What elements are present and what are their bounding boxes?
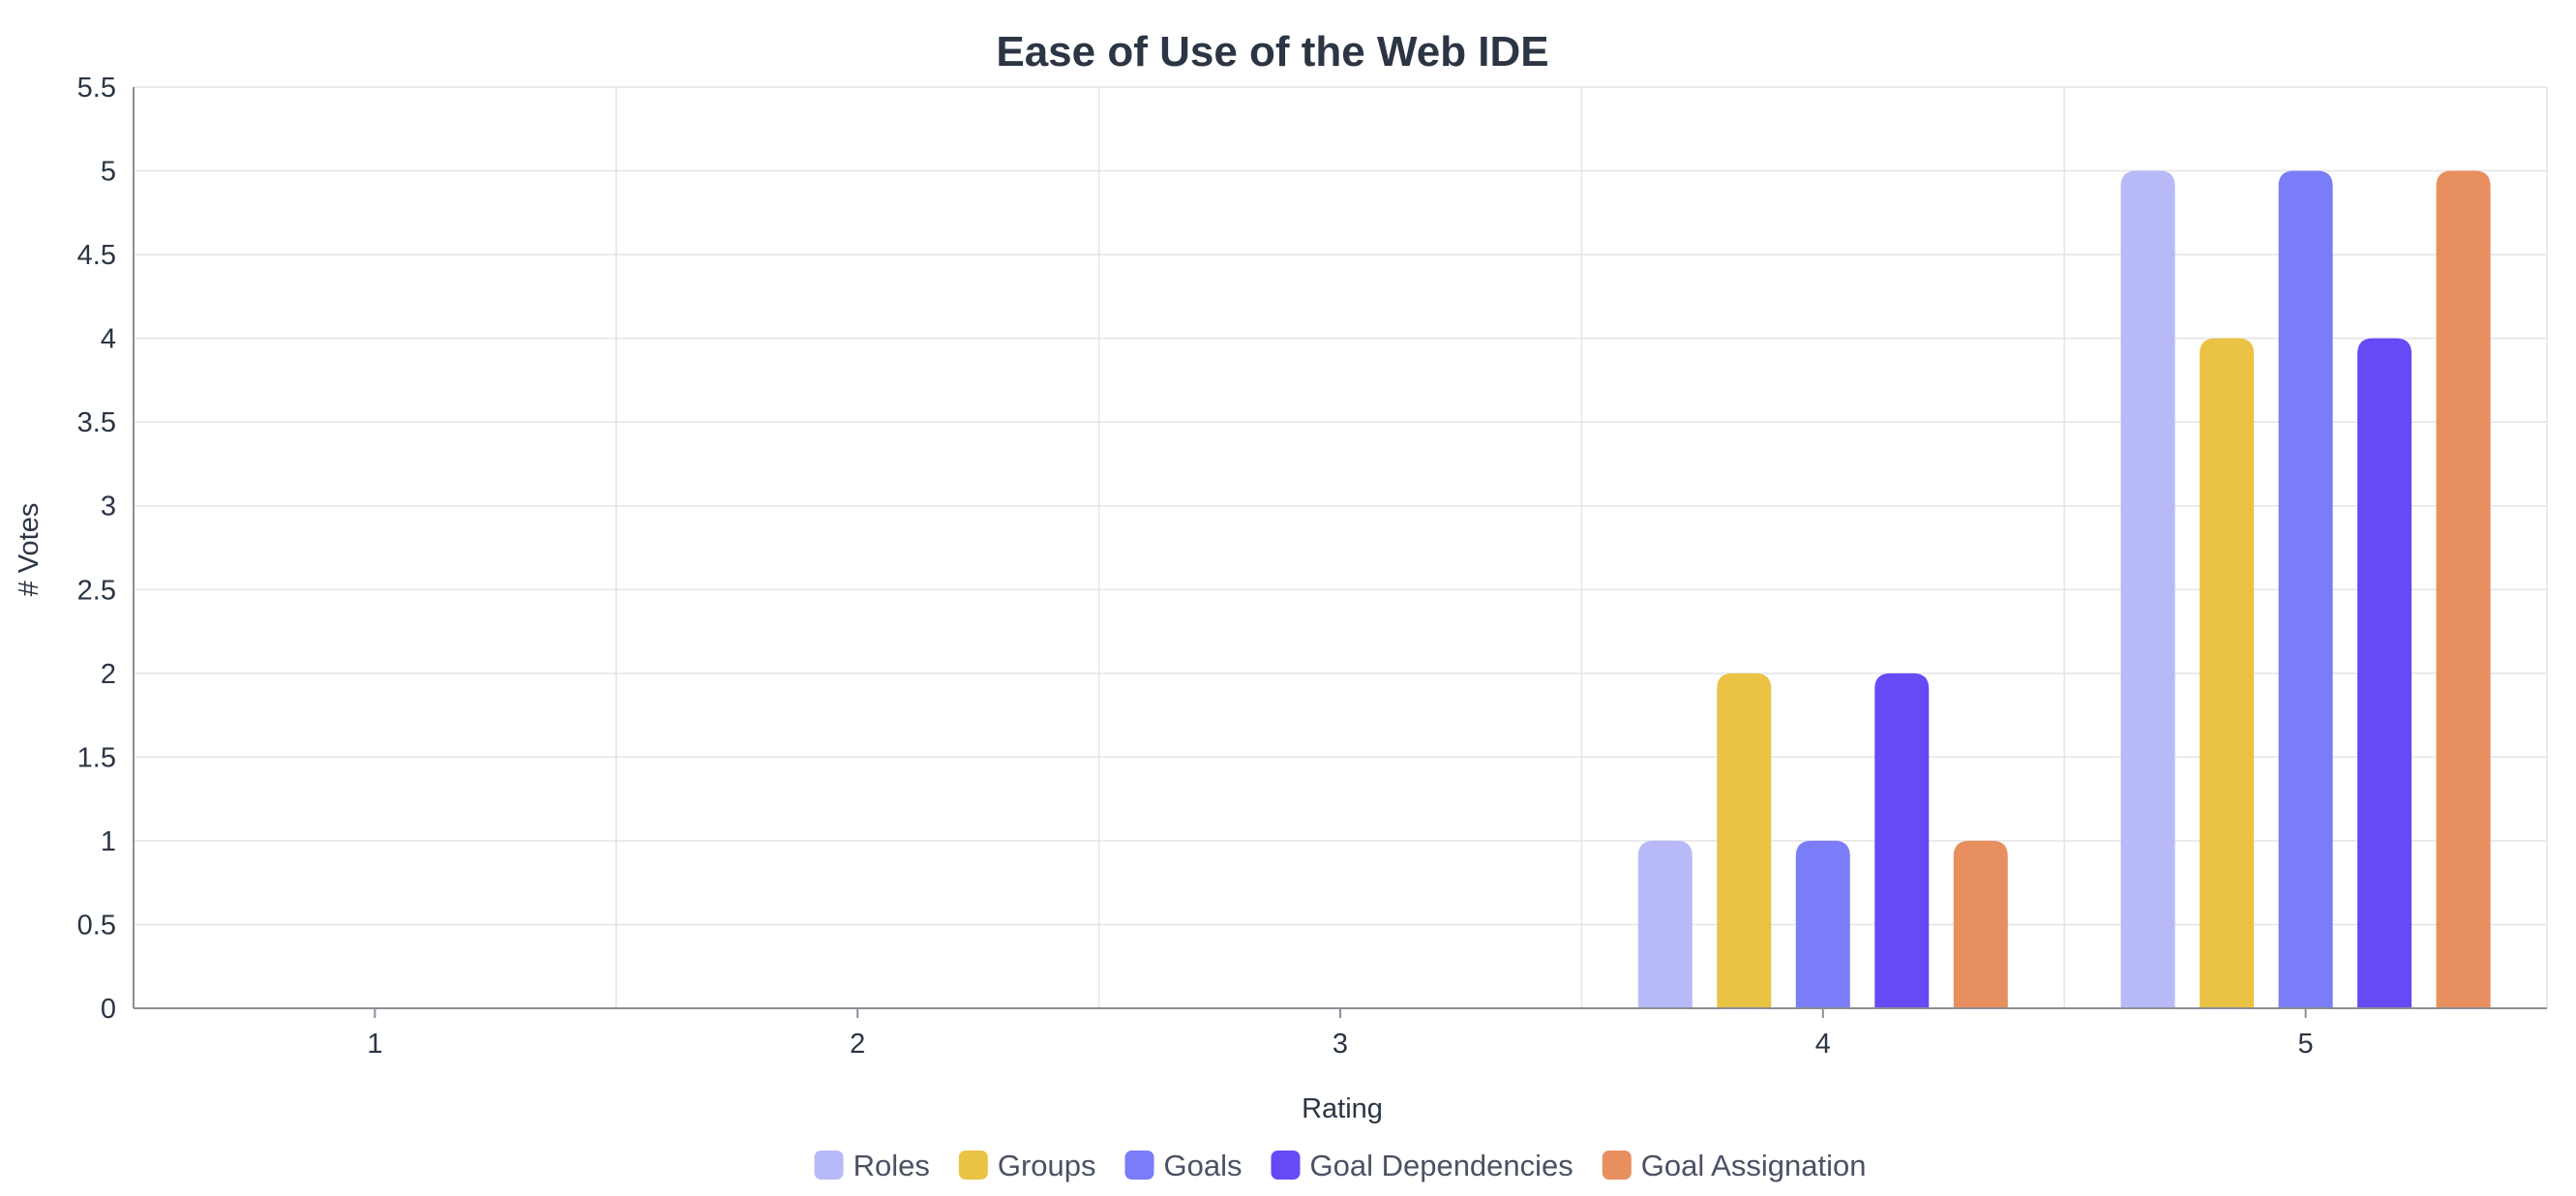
x-tick-label: 3 xyxy=(1333,1029,1348,1060)
y-tick-label: 1.5 xyxy=(77,742,116,773)
bar[interactable] xyxy=(2120,170,2175,1008)
y-tick-label: 4 xyxy=(101,324,116,355)
legend-label: Goal Assignation xyxy=(1641,1149,1867,1182)
legend-swatch xyxy=(1124,1151,1154,1180)
x-tick-label: 1 xyxy=(367,1029,382,1060)
legend-label: Goals xyxy=(1164,1149,1243,1182)
legend-swatch xyxy=(958,1151,988,1180)
grid-layer xyxy=(133,86,2548,1008)
y-tick-label: 3.5 xyxy=(77,407,116,438)
axis-layer xyxy=(133,87,2547,1018)
legend-swatch xyxy=(1602,1151,1632,1180)
x-tick-label: 4 xyxy=(1815,1029,1831,1060)
x-axis-label: Rating xyxy=(1302,1093,1383,1124)
y-tick-label: 3 xyxy=(101,492,116,523)
bar[interactable] xyxy=(2357,338,2412,1008)
bar[interactable] xyxy=(1637,840,1692,1008)
bar[interactable] xyxy=(2278,170,2333,1008)
y-tick-label: 0.5 xyxy=(77,910,116,941)
bar[interactable] xyxy=(2436,170,2491,1008)
legend-swatch xyxy=(1271,1151,1301,1180)
legend: Roles Groups Goals Goal Dependencies Goal As… xyxy=(814,1149,1867,1182)
bar[interactable] xyxy=(1795,840,1850,1008)
y-tick-label: 0 xyxy=(101,994,116,1025)
legend-swatch xyxy=(814,1151,844,1180)
legend-item[interactable]: Goal Dependencies xyxy=(1271,1149,1573,1182)
bar[interactable] xyxy=(1874,673,1930,1008)
chart-title: Ease of Use of the Web IDE xyxy=(996,28,1548,75)
legend-label: Groups xyxy=(998,1149,1096,1182)
bar[interactable] xyxy=(1717,673,1772,1008)
y-tick-label: 5 xyxy=(101,157,116,188)
legend-item[interactable]: Goals xyxy=(1124,1149,1243,1182)
y-axis-label: # Votes xyxy=(14,503,45,597)
bar[interactable] xyxy=(2200,338,2255,1008)
legend-item[interactable]: Roles xyxy=(814,1149,930,1182)
legend-item[interactable]: Goal Assignation xyxy=(1602,1149,1867,1182)
y-tick-label: 4.5 xyxy=(77,240,116,271)
y-tick-label: 2.5 xyxy=(77,575,116,606)
y-tick-label: 1 xyxy=(101,826,116,857)
x-tick-label: 5 xyxy=(2298,1029,2314,1060)
bars-layer xyxy=(1637,170,2491,1008)
y-tick-label: 2 xyxy=(101,659,116,690)
x-tick-labels: 1 2 3 4 5 xyxy=(367,1029,2313,1060)
legend-label: Goal Dependencies xyxy=(1309,1149,1573,1182)
bar[interactable] xyxy=(1953,840,2008,1008)
legend-label: Roles xyxy=(854,1149,930,1182)
legend-item[interactable]: Groups xyxy=(958,1149,1096,1182)
x-tick-label: 2 xyxy=(850,1029,865,1060)
y-tick-labels: 0 0.5 1 1.5 2 2.5 3 3.5 4 4.5 5 5.5 xyxy=(77,73,116,1025)
y-tick-label: 5.5 xyxy=(77,73,116,104)
